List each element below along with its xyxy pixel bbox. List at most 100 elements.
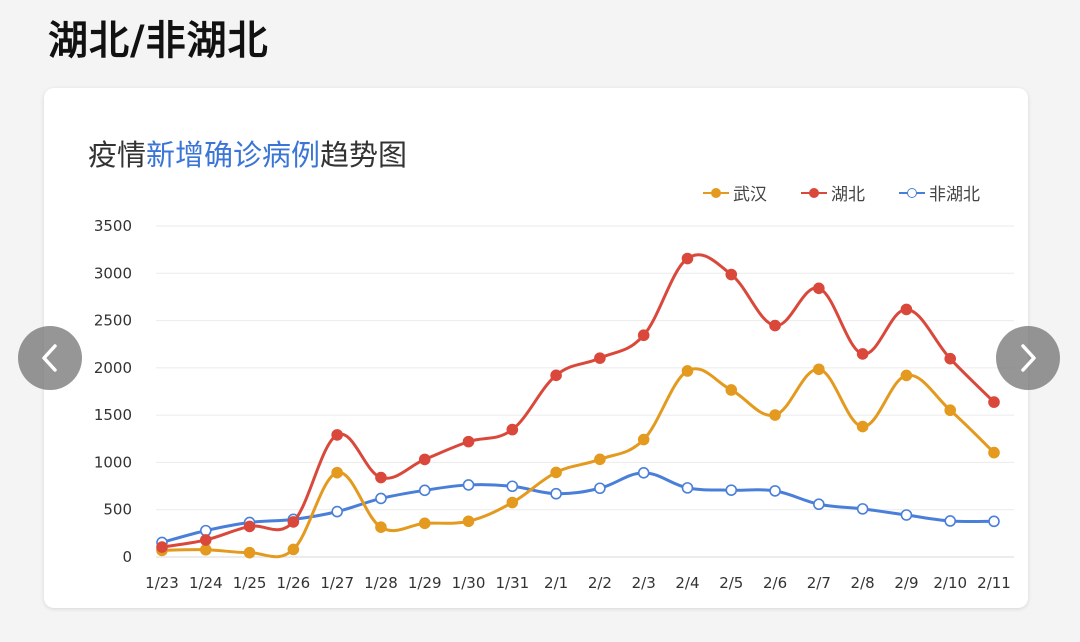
data-point: [637, 433, 650, 446]
x-tick-label: 2/7: [807, 574, 831, 592]
x-tick-label: 1/31: [495, 574, 529, 592]
data-point: [856, 348, 869, 360]
y-tick-label: 3000: [94, 264, 132, 282]
data-point: [813, 282, 825, 295]
chart-legend: 武汉 湖北 非湖北: [703, 180, 980, 205]
data-point: [681, 252, 694, 265]
chart-title-part: 疫情: [88, 138, 147, 172]
data-point: [637, 329, 650, 342]
next-slide-button[interactable]: [996, 326, 1060, 390]
data-point: [375, 471, 387, 484]
x-tick-label: 2/11: [977, 574, 1011, 592]
x-tick-label: 1/24: [189, 574, 223, 592]
data-point: [900, 369, 913, 382]
data-point: [418, 517, 431, 530]
data-point: [769, 319, 781, 332]
chart-title-part: 新增确诊病例: [146, 138, 321, 172]
x-tick-label: 2/6: [763, 574, 787, 592]
x-tick-label: 1/23: [145, 574, 179, 592]
x-tick-label: 2/5: [719, 574, 743, 592]
data-point: [594, 352, 606, 364]
x-tick-label: 2/10: [933, 574, 967, 592]
data-point: [856, 503, 869, 515]
x-tick-label: 2/9: [894, 574, 918, 592]
legend-item[interactable]: 湖北: [801, 180, 865, 205]
data-point: [725, 268, 738, 281]
x-tick-label: 2/1: [544, 574, 568, 592]
legend-item[interactable]: 非湖北: [899, 180, 980, 205]
data-point: [506, 480, 519, 493]
data-point: [331, 466, 343, 479]
data-point: [506, 423, 519, 436]
data-point: [375, 492, 387, 505]
legend-swatch: [703, 187, 729, 199]
data-point: [462, 515, 475, 528]
legend-swatch: [801, 187, 827, 199]
data-point: [988, 515, 1000, 528]
data-point: [287, 516, 300, 528]
page-heading: 湖北/非湖北: [48, 18, 269, 64]
data-point: [813, 363, 825, 376]
series-line: [161, 471, 995, 544]
chevron-left-icon: [42, 344, 57, 372]
x-tick-label: 1/26: [277, 574, 311, 592]
legend-label: 湖北: [831, 185, 865, 205]
x-tick-label: 1/25: [233, 574, 267, 592]
y-tick-label: 2000: [94, 359, 132, 377]
data-point: [418, 484, 431, 497]
data-point: [156, 541, 168, 553]
data-point: [594, 482, 606, 495]
data-point: [462, 435, 475, 448]
y-tick-label: 2500: [94, 312, 132, 330]
data-point: [988, 396, 1000, 408]
chevron-right-icon: [1021, 344, 1036, 372]
data-point: [418, 453, 431, 466]
chart-title: 疫情新增确诊病例趋势图: [88, 132, 407, 174]
data-point: [550, 466, 562, 479]
data-point: [375, 521, 387, 534]
data-point: [988, 446, 1000, 459]
legend-item[interactable]: 武汉: [703, 180, 767, 205]
data-point: [769, 409, 781, 421]
legend-swatch: [899, 187, 925, 199]
data-point: [681, 482, 694, 494]
line-chart: 0 500 1000 1500 2000 2500 3000 3500 1/23 1/24 1/25…: [94, 217, 1014, 592]
data-point: [550, 487, 562, 500]
legend-label: 非湖北: [929, 185, 980, 205]
data-point: [331, 429, 343, 441]
x-tick-label: 2/2: [588, 574, 612, 592]
data-point: [199, 543, 212, 556]
x-tick-label: 2/8: [851, 574, 875, 592]
data-point: [681, 365, 694, 377]
y-tick-label: 3500: [94, 217, 132, 235]
data-point: [725, 484, 738, 496]
chart-title-part: 趋势图: [320, 138, 408, 172]
data-point: [594, 453, 606, 466]
prev-slide-button[interactable]: [18, 326, 82, 390]
y-tick-label: 500: [103, 501, 132, 519]
data-point: [813, 498, 825, 511]
data-point: [944, 352, 957, 365]
y-tick-label: 1500: [94, 406, 132, 424]
data-point: [900, 509, 913, 521]
x-tick-label: 2/3: [632, 574, 656, 592]
data-point: [199, 524, 212, 537]
y-tick-label: 1000: [94, 453, 132, 471]
chart-card: 疫情新增确诊病例趋势图 武汉 湖北 非湖北 0 500 1000 1500 2000 2500…: [44, 88, 1028, 608]
data-point: [769, 485, 781, 497]
data-point: [637, 467, 650, 479]
data-point: [287, 543, 300, 556]
data-point: [944, 515, 957, 527]
x-tick-label: 1/28: [364, 574, 398, 592]
data-point: [900, 303, 913, 316]
data-point: [944, 404, 957, 417]
y-tick-label: 0: [122, 548, 132, 566]
series-line: [161, 253, 996, 549]
data-point: [725, 384, 738, 396]
x-tick-label: 1/29: [408, 574, 442, 592]
x-tick-label: 2/4: [675, 574, 699, 592]
data-point: [550, 369, 562, 382]
data-point: [331, 505, 343, 518]
data-point: [243, 546, 256, 559]
data-point: [856, 420, 869, 433]
